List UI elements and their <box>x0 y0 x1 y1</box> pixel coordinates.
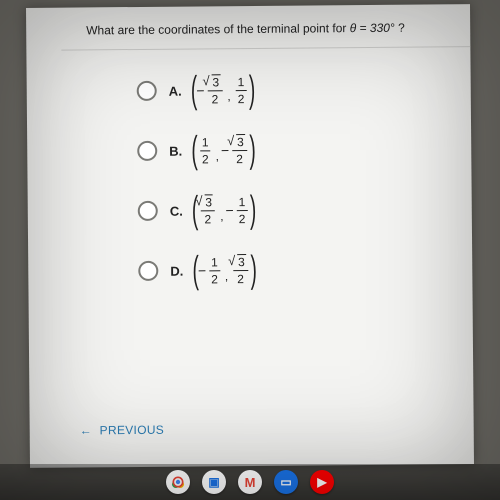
youtube-icon[interactable]: ▶ <box>310 470 334 494</box>
option-a[interactable]: A. ( − 3 2 , 1 2 ) <box>137 70 417 110</box>
gmail-icon[interactable]: M <box>238 470 262 494</box>
meet-icon[interactable]: ▣ <box>202 470 226 494</box>
question-theta: θ = 330° <box>350 21 395 35</box>
option-c-expr: ( 3 2 , − 1 2 ) <box>193 191 256 230</box>
option-d-expr: ( − 1 2 , 3 2 ) <box>193 251 256 290</box>
answer-options: A. ( − 3 2 , 1 2 ) <box>137 70 419 312</box>
option-a-letter: A. <box>169 83 182 98</box>
laptop-screen: What are the coordinates of the terminal… <box>26 4 474 468</box>
radio-a[interactable] <box>137 81 157 101</box>
previous-label: PREVIOUS <box>100 423 165 438</box>
option-d-letter: D. <box>170 263 183 278</box>
radio-d[interactable] <box>138 261 158 281</box>
option-b-letter: B. <box>169 143 182 158</box>
docs-icon[interactable]: ▭ <box>274 470 298 494</box>
chromeos-shelf: ▣ M ▭ ▶ <box>0 464 500 500</box>
question-prefix: What are the coordinates of the terminal… <box>86 21 350 37</box>
radio-c[interactable] <box>138 201 158 221</box>
chrome-icon[interactable] <box>166 470 190 494</box>
option-b-expr: ( 1 2 , − 3 2 ) <box>192 131 255 170</box>
option-a-expr: ( − 3 2 , 1 2 ) <box>192 71 255 110</box>
option-d[interactable]: D. ( − 1 2 , 3 2 ) <box>138 250 418 290</box>
question-text: What are the coordinates of the terminal… <box>86 21 405 38</box>
divider <box>61 46 470 51</box>
previous-link[interactable]: PREVIOUS <box>80 423 164 438</box>
photo-background: What are the coordinates of the terminal… <box>0 0 500 500</box>
option-c-letter: C. <box>170 203 183 218</box>
radio-b[interactable] <box>137 141 157 161</box>
question-suffix: ? <box>398 21 405 35</box>
option-b[interactable]: B. ( 1 2 , − 3 2 ) <box>137 130 417 170</box>
option-c[interactable]: C. ( 3 2 , − 1 2 ) <box>138 190 418 230</box>
